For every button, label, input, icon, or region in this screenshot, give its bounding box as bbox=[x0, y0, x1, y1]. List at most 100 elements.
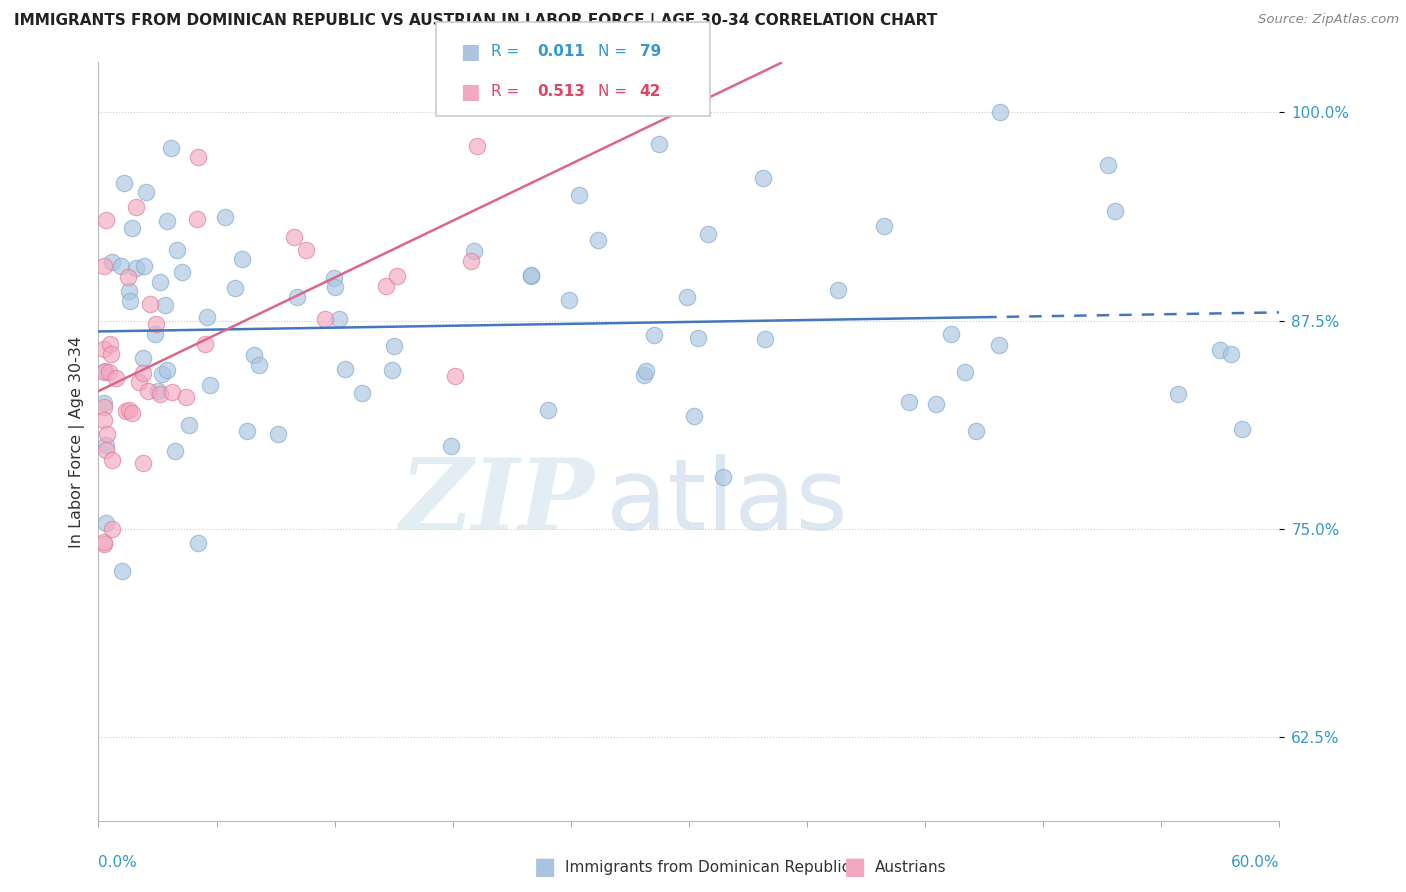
Point bbox=[153, 298, 176, 312]
Point bbox=[711, 469, 734, 483]
Point bbox=[897, 395, 920, 409]
Point bbox=[111, 564, 134, 578]
Point bbox=[1104, 203, 1126, 218]
Point bbox=[149, 275, 172, 289]
Point bbox=[94, 438, 117, 452]
Point bbox=[93, 412, 115, 426]
Point bbox=[98, 336, 121, 351]
Point bbox=[295, 243, 318, 257]
Point bbox=[647, 136, 669, 151]
Text: 0.513: 0.513 bbox=[537, 85, 585, 99]
Text: R =: R = bbox=[491, 85, 524, 99]
Text: IMMIGRANTS FROM DOMINICAN REPUBLIC VS AUSTRIAN IN LABOR FORCE | AGE 30-34 CORREL: IMMIGRANTS FROM DOMINICAN REPUBLIC VS AU… bbox=[14, 13, 938, 29]
Point bbox=[194, 336, 217, 351]
Point bbox=[136, 384, 159, 399]
Point bbox=[688, 331, 710, 345]
Point bbox=[323, 280, 346, 294]
Point bbox=[143, 327, 166, 342]
Point bbox=[93, 395, 115, 409]
Point bbox=[172, 264, 194, 278]
Point bbox=[94, 212, 117, 227]
Point bbox=[568, 188, 591, 202]
Point bbox=[101, 255, 124, 269]
Point bbox=[177, 417, 200, 432]
Point bbox=[586, 233, 609, 247]
Point bbox=[132, 366, 155, 380]
Text: ■: ■ bbox=[534, 855, 557, 879]
Point bbox=[953, 365, 976, 379]
Text: ■: ■ bbox=[844, 855, 866, 879]
Point bbox=[558, 293, 581, 307]
Point bbox=[247, 358, 270, 372]
Point bbox=[156, 363, 179, 377]
Point bbox=[186, 212, 208, 227]
Point bbox=[243, 348, 266, 362]
Point bbox=[387, 269, 409, 284]
Text: 79: 79 bbox=[640, 45, 661, 59]
Point bbox=[333, 362, 356, 376]
Point bbox=[110, 260, 132, 274]
Point bbox=[117, 269, 139, 284]
Point bbox=[440, 439, 463, 453]
Text: 60.0%: 60.0% bbox=[1232, 855, 1279, 870]
Point bbox=[988, 105, 1011, 120]
Point bbox=[121, 221, 143, 235]
Point bbox=[132, 351, 155, 365]
Text: atlas: atlas bbox=[606, 454, 848, 550]
Point bbox=[121, 406, 143, 420]
Point bbox=[93, 259, 115, 273]
Point bbox=[537, 402, 560, 417]
Point bbox=[93, 535, 115, 549]
Point bbox=[697, 227, 720, 241]
Point bbox=[266, 426, 288, 441]
Text: 0.0%: 0.0% bbox=[98, 855, 138, 870]
Point bbox=[134, 259, 156, 273]
Point bbox=[187, 535, 209, 549]
Point bbox=[176, 390, 198, 404]
Point bbox=[283, 230, 305, 244]
Text: Austrians: Austrians bbox=[875, 860, 946, 874]
Point bbox=[131, 456, 153, 470]
Point bbox=[872, 219, 894, 233]
Point bbox=[634, 364, 657, 378]
Text: 42: 42 bbox=[640, 85, 661, 99]
Point bbox=[965, 424, 987, 438]
Point bbox=[939, 327, 962, 342]
Point bbox=[285, 290, 308, 304]
Point bbox=[231, 252, 253, 266]
Point bbox=[148, 387, 170, 401]
Point bbox=[988, 338, 1011, 352]
Point bbox=[105, 371, 128, 385]
Point bbox=[520, 268, 543, 283]
Point bbox=[752, 170, 775, 185]
Point bbox=[96, 427, 118, 442]
Point bbox=[124, 261, 146, 276]
Point bbox=[120, 293, 142, 308]
Point bbox=[827, 283, 849, 297]
Point bbox=[160, 141, 183, 155]
Point bbox=[754, 332, 776, 346]
Point bbox=[1167, 387, 1189, 401]
Point bbox=[160, 384, 183, 399]
Point bbox=[139, 297, 162, 311]
Text: ZIP: ZIP bbox=[399, 454, 595, 550]
Point bbox=[163, 443, 186, 458]
Point bbox=[643, 328, 665, 343]
Point bbox=[214, 210, 236, 224]
Point bbox=[100, 347, 122, 361]
Point bbox=[93, 342, 115, 356]
Point bbox=[118, 403, 141, 417]
Point bbox=[520, 268, 543, 283]
Point bbox=[1220, 347, 1243, 361]
Point bbox=[97, 365, 120, 379]
Y-axis label: In Labor Force | Age 30-34: In Labor Force | Age 30-34 bbox=[69, 335, 84, 548]
Point bbox=[465, 139, 488, 153]
Point bbox=[381, 363, 404, 377]
Point bbox=[100, 522, 122, 536]
Text: N =: N = bbox=[598, 85, 631, 99]
Point bbox=[374, 279, 396, 293]
Point bbox=[187, 151, 209, 165]
Point bbox=[94, 364, 117, 378]
Point bbox=[101, 452, 124, 467]
Text: N =: N = bbox=[598, 45, 631, 59]
